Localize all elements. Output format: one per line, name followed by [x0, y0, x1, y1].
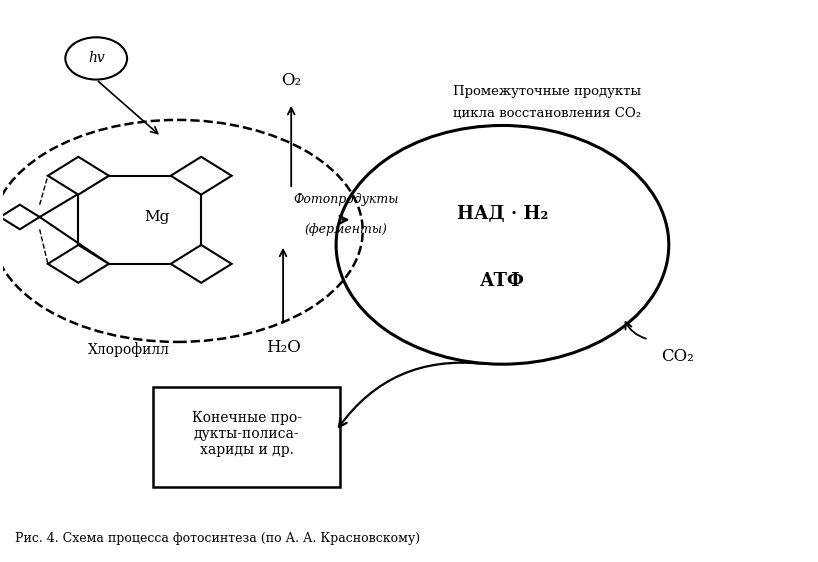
Text: цикла восстановления СО₂: цикла восстановления СО₂	[453, 107, 641, 120]
Text: Хлорофилл: Хлорофилл	[88, 342, 169, 357]
FancyBboxPatch shape	[153, 387, 340, 487]
Polygon shape	[48, 245, 109, 283]
Text: НАД · Н₂: НАД · Н₂	[456, 205, 548, 223]
Text: Рис. 4. Схема процесса фотосинтеза (по А. А. Красновскому): Рис. 4. Схема процесса фотосинтеза (по А…	[15, 532, 420, 545]
Text: Промежуточные продукты: Промежуточные продукты	[453, 85, 641, 98]
Polygon shape	[48, 157, 109, 194]
Text: O₂: O₂	[281, 72, 301, 89]
Text: CO₂: CO₂	[661, 348, 694, 365]
Text: Фотопродукты: Фотопродукты	[293, 193, 398, 206]
Polygon shape	[171, 245, 231, 283]
Text: hv: hv	[88, 51, 105, 65]
Text: Mg: Mg	[145, 210, 170, 224]
Polygon shape	[0, 205, 39, 229]
Text: (ферменты): (ферменты)	[304, 223, 388, 235]
Polygon shape	[171, 157, 231, 194]
Text: АТФ: АТФ	[480, 272, 525, 290]
Text: H₂O: H₂O	[266, 339, 300, 356]
Text: Конечные про-
дукты-полиса-
хариды и др.: Конечные про- дукты-полиса- хариды и др.	[191, 411, 302, 457]
